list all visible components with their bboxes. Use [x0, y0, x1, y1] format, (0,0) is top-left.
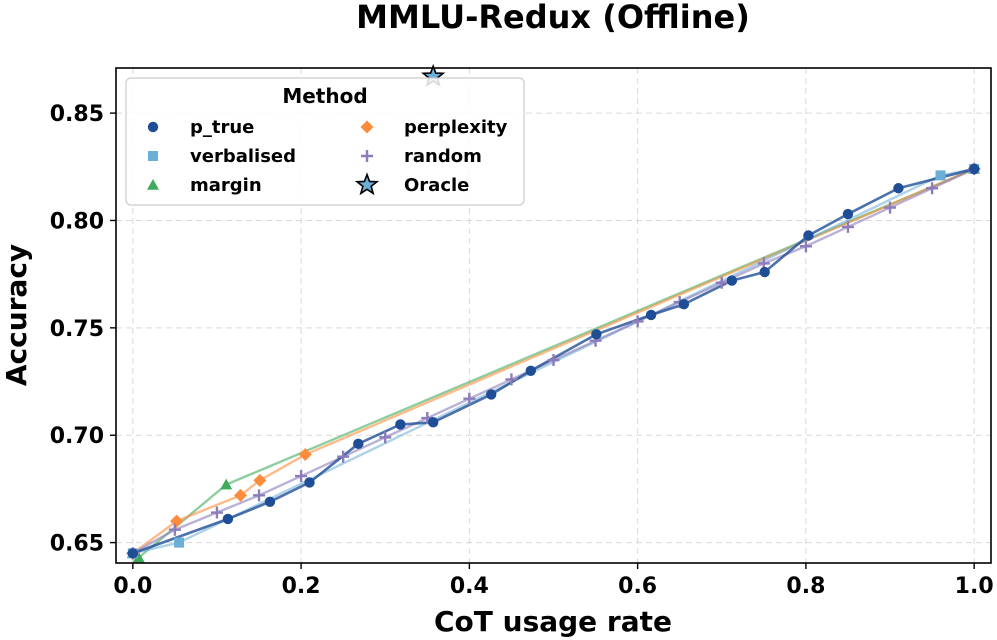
data-point-p-true	[645, 309, 657, 321]
data-point-random	[799, 240, 812, 253]
y-tick-label: 0.65	[50, 532, 104, 557]
x-tick-label: 0.2	[282, 574, 321, 599]
x-axis-title: CoT usage rate	[434, 605, 672, 638]
ticks: 0.0 0.2 0.4 0.6 0.8 1.0 0.65 0.70 0.75 0.80 0.85	[50, 102, 994, 599]
data-point-p-true	[968, 163, 980, 175]
data-point-random	[884, 201, 897, 214]
data-point-p-true	[395, 419, 406, 430]
data-point-random	[547, 354, 560, 367]
data-point-random	[337, 450, 350, 463]
data-point-p-true	[486, 389, 497, 400]
y-tick-label: 0.85	[50, 102, 104, 127]
legend-marker-oracle	[354, 172, 380, 196]
data-point-margin	[132, 551, 145, 563]
data-point-perplexity	[298, 448, 312, 462]
legend-label-verbalised: verbalised	[190, 146, 296, 167]
legend-marker-random	[361, 150, 373, 162]
legend-marker-p-true	[147, 121, 159, 133]
legend-label-random: random	[404, 146, 482, 167]
data-point-perplexity	[170, 514, 184, 528]
data-point-verbalised	[935, 170, 946, 181]
data-point-p-true	[264, 496, 276, 507]
x-tick-label: 0.8	[786, 574, 825, 599]
data-point-p-true	[893, 183, 904, 194]
legend-label-p-true: p_true	[190, 117, 254, 138]
x-tick-label: 0.4	[450, 574, 489, 599]
plot-frame	[115, 67, 992, 564]
y-tick-label: 0.75	[50, 317, 104, 342]
y-tick-label: 0.80	[50, 209, 104, 234]
y-tick-label: 0.70	[50, 424, 104, 449]
chart-title: MMLU-Redux (Offline)	[356, 0, 750, 36]
legend-box	[125, 77, 525, 206]
x-tick-label: 0.6	[618, 574, 657, 599]
data-point-random	[253, 489, 266, 502]
series-layer	[126, 63, 981, 563]
data-point-p-true	[304, 477, 315, 488]
data-point-random	[295, 470, 308, 483]
y-axis-title: Accuracy	[0, 244, 33, 386]
data-point-p-true	[591, 329, 602, 340]
data-point-p-true	[759, 266, 770, 278]
legend-marker-perplexity	[360, 120, 374, 134]
data-point-random	[715, 276, 728, 289]
data-point-perplexity	[253, 473, 267, 487]
data-point-random	[926, 182, 939, 195]
legend: Method p_true verbalised margin perplexity r…	[125, 77, 525, 206]
series-line-perplexity	[132, 167, 975, 555]
data-point-random	[841, 220, 854, 233]
data-point-p-true	[842, 208, 854, 220]
data-point-random	[505, 373, 518, 386]
data-point-random	[379, 431, 392, 444]
data-point-p-true	[726, 275, 738, 286]
data-point-p-true	[678, 299, 690, 310]
data-point-verbalised	[174, 537, 185, 548]
data-point-random	[463, 392, 476, 405]
data-point-p-true	[222, 513, 234, 525]
x-tick-label: 1.0	[955, 574, 994, 599]
data-point-p-true	[525, 365, 536, 376]
series-line-p-true	[132, 167, 975, 555]
legend-label-margin: margin	[190, 175, 262, 196]
data-point-p-true	[427, 417, 439, 428]
legend-label-perplexity: perplexity	[404, 117, 508, 138]
data-point-p-true	[803, 230, 814, 241]
data-point-p-true	[353, 438, 364, 450]
data-point-margin	[220, 478, 233, 490]
legend-title: Method	[282, 84, 367, 108]
data-point-random	[210, 506, 223, 519]
legend-label-oracle: Oracle	[404, 175, 469, 196]
data-point-perplexity	[234, 488, 248, 502]
data-point-p-true	[127, 548, 139, 559]
data-point-random	[168, 523, 181, 536]
legend-marker-margin	[147, 179, 159, 190]
data-point-random	[631, 315, 644, 328]
x-tick-label: 0.0	[113, 574, 152, 599]
legend-marker-verbalised	[148, 151, 158, 161]
